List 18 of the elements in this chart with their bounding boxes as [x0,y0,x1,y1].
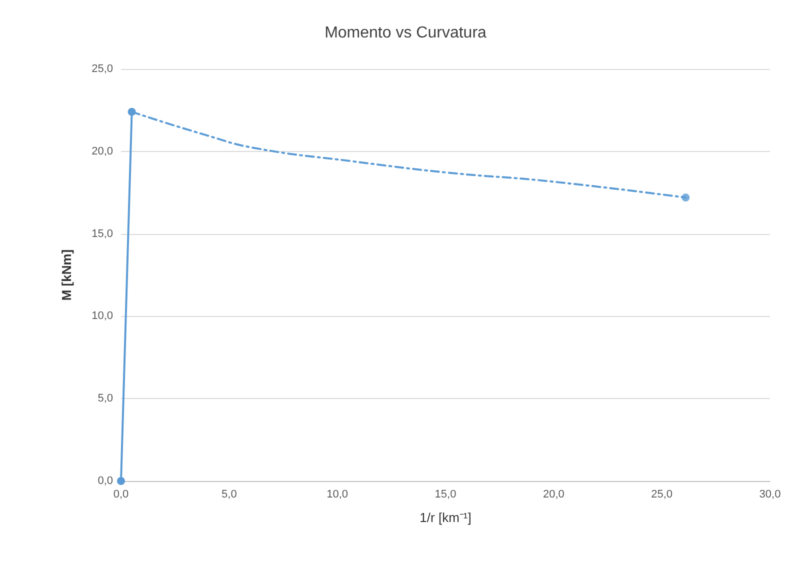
point [128,108,136,116]
point [117,477,125,485]
y-tick-label: 15,0 [92,228,113,240]
x-tick-label: 30,0 [759,488,781,500]
y-tick-label: 0,0 [98,475,113,487]
x-tick-label: 0,0 [113,488,129,500]
x-tick-label: 10,0 [326,488,348,500]
y-axis-title: M [kNm] [59,249,74,301]
x-tick-label: 5,0 [222,488,237,500]
y-tick-label: 20,0 [92,145,113,158]
x-tick-label: 15,0 [434,488,456,500]
y-tick-label: 25,0 [92,63,113,75]
chart-title: Momento vs Curvatura [324,24,487,42]
x-tick-label: 25,0 [651,488,673,500]
x-tick-label: 20,0 [542,488,564,500]
y-tick-label: 10,0 [92,310,113,322]
x-axis-title: 1/r [km⁻¹] [420,510,472,525]
y-tick-label: 5,0 [98,392,113,405]
